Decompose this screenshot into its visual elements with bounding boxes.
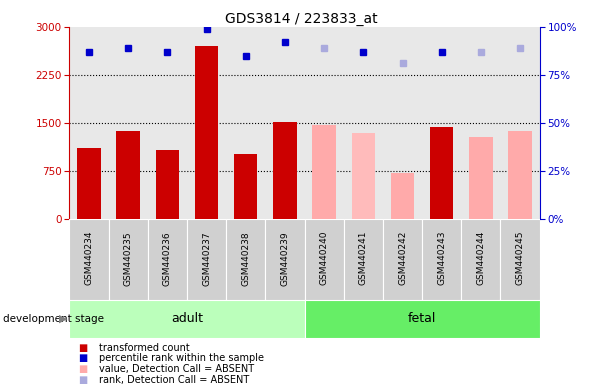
Bar — [422, 219, 461, 300]
Bar — [148, 219, 187, 300]
Text: value, Detection Call = ABSENT: value, Detection Call = ABSENT — [99, 364, 254, 374]
Bar — [461, 219, 500, 300]
Bar — [352, 133, 375, 219]
Text: ■: ■ — [78, 353, 87, 363]
Text: transformed count: transformed count — [99, 343, 190, 353]
Bar — [69, 219, 109, 300]
Text: GSM440245: GSM440245 — [516, 231, 525, 285]
Bar — [312, 126, 336, 219]
Bar — [226, 219, 265, 300]
Bar — [383, 219, 422, 300]
Text: GSM440242: GSM440242 — [398, 231, 407, 285]
Bar — [187, 219, 226, 300]
Bar — [430, 127, 453, 219]
Text: GSM440234: GSM440234 — [84, 231, 93, 285]
Bar — [156, 150, 179, 219]
Text: GSM440238: GSM440238 — [241, 231, 250, 286]
Text: GSM440241: GSM440241 — [359, 231, 368, 285]
Text: GSM440235: GSM440235 — [124, 231, 133, 286]
Bar — [391, 174, 414, 219]
Bar — [344, 219, 383, 300]
Bar — [69, 300, 305, 338]
Bar — [508, 131, 532, 219]
Text: GSM440244: GSM440244 — [476, 231, 485, 285]
Bar — [273, 122, 297, 219]
Text: GSM440240: GSM440240 — [320, 231, 329, 285]
Bar — [195, 46, 218, 219]
Text: ▶: ▶ — [59, 314, 68, 324]
Bar — [77, 149, 101, 219]
Bar — [305, 300, 540, 338]
Bar — [116, 131, 140, 219]
Bar — [500, 219, 540, 300]
Text: percentile rank within the sample: percentile rank within the sample — [99, 353, 265, 363]
Text: fetal: fetal — [408, 312, 437, 325]
Text: GSM440236: GSM440236 — [163, 231, 172, 286]
Bar — [265, 219, 305, 300]
Text: GSM440243: GSM440243 — [437, 231, 446, 285]
Text: adult: adult — [171, 312, 203, 325]
Text: ■: ■ — [78, 343, 87, 353]
Text: development stage: development stage — [3, 314, 104, 324]
Text: rank, Detection Call = ABSENT: rank, Detection Call = ABSENT — [99, 375, 250, 384]
Bar — [109, 219, 148, 300]
Text: GDS3814 / 223833_at: GDS3814 / 223833_at — [225, 12, 378, 25]
Text: ■: ■ — [78, 375, 87, 384]
Text: ■: ■ — [78, 364, 87, 374]
Bar — [469, 137, 493, 219]
Text: GSM440239: GSM440239 — [280, 231, 289, 286]
Text: GSM440237: GSM440237 — [202, 231, 211, 286]
Bar — [234, 154, 257, 219]
Bar — [305, 219, 344, 300]
